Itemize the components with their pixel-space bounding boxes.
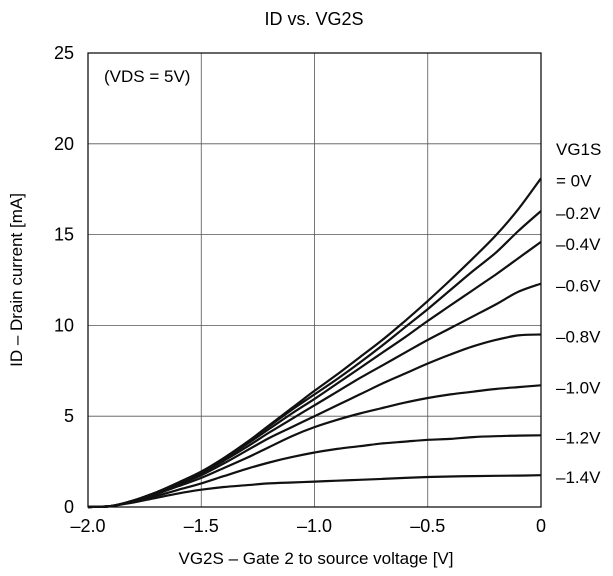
series-lines [87,177,542,509]
series-label: = 0V [556,171,592,190]
series-label: –1.0V [556,378,601,397]
series-line [87,434,542,509]
chart-title: ID vs. VG2S [264,9,363,29]
x-tick-label: 0 [536,516,546,536]
series-line [87,474,542,509]
y-tick-label: 10 [54,315,74,335]
y-tick-label: 0 [64,497,74,517]
condition-note: (VDS = 5V) [104,67,190,86]
series-label: –1.2V [556,428,601,447]
x-tick-labels: –2.0 –1.5 –1.0 –0.5 0 [70,516,546,536]
series-label: –1.4V [556,468,601,487]
y-axis-label: ID – Drain current [mA] [7,193,26,367]
y-tick-label: 25 [54,43,74,63]
y-tick-label: 15 [54,225,74,245]
series-label: –0.6V [556,277,601,296]
x-axis-label: VG2S – Gate 2 to source voltage [V] [179,549,454,568]
plot-frame [87,52,542,508]
x-tick-label: –0.5 [410,516,445,536]
x-tick-label: –1.5 [184,516,219,536]
series-line [87,384,542,509]
series-labels: = 0V –0.2V –0.4V –0.6V –0.8V –1.0V –1.2V –1.4V [556,171,601,487]
x-tick-label: –1.0 [297,516,332,536]
y-tick-label: 20 [54,134,74,154]
series-label: –0.8V [556,327,601,346]
series-label: –0.2V [556,204,601,223]
grid [87,52,542,508]
series-header-vg1s: VG1S [556,140,601,159]
series-label: –0.4V [556,235,601,254]
y-tick-label: 5 [64,406,74,426]
y-tick-labels: 0 5 10 15 20 25 [54,43,74,517]
x-tick-label: –2.0 [70,516,105,536]
